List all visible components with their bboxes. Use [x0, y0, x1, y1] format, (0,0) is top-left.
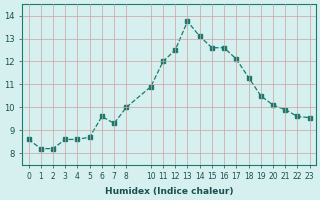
X-axis label: Humidex (Indice chaleur): Humidex (Indice chaleur): [105, 187, 233, 196]
